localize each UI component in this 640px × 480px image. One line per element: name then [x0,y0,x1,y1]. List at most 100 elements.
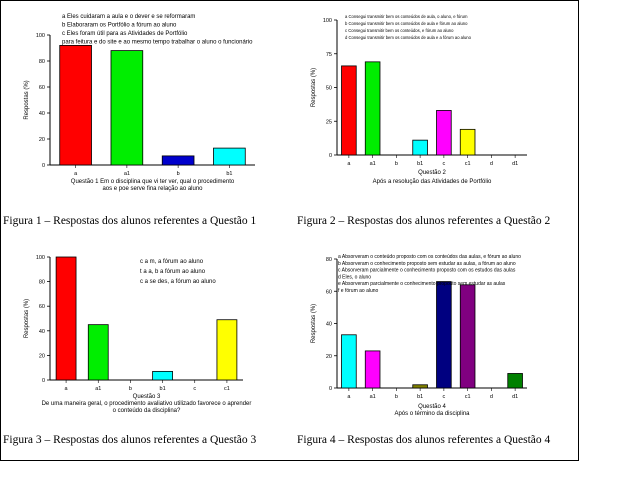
bar-b [161,155,195,166]
y-tick-label: 75 [326,52,332,58]
legend-entry: c Consegui transmitir bem os conteúdos, … [345,28,454,33]
x-axis-label: Questão 2 [418,170,446,176]
y-tick-label: 60 [326,289,332,295]
x-tick-label: a1 [370,394,376,400]
x-tick-label: b1 [226,171,232,177]
x-axis-label: Questão 3 [133,394,161,400]
bar-b1 [412,384,428,389]
y-tick-label: 0 [329,386,332,392]
x-tick-label: d [490,161,493,167]
chart-q1: 0 20 40 60 80 100 Respostas (%) a a1 b b1 a Eles cu… [24,14,255,192]
legend-entry: f e fórum ao aluno [338,288,379,294]
x-axis-label: aos e poe serve fina relação ao aluno [102,186,203,192]
x-tick-label: b [129,386,132,392]
legend-entry: para feitura e do site e ao mesmo tempo … [62,40,253,46]
y-tick-label: 0 [42,378,45,384]
legend-entry: d Consegui transmitir bem os conteúdos d… [345,35,472,40]
x-tick-label: a1 [124,171,130,177]
y-tick-label: 80 [39,59,45,65]
x-tick-label: c1 [465,394,471,400]
x-axis-label: o conteúdo da disciplina? [113,408,181,414]
bar-d1 [507,373,523,389]
y-tick-label: 80 [326,257,332,263]
outer-border [0,0,579,461]
bar-c1 [459,284,476,389]
legend-entry: t a a, b a fórum ao aluno [140,269,206,275]
y-tick-label: 20 [39,353,45,359]
chart-q4: 0 20 40 60 80 Respostas (%) a a1 b b1 c c1 d d1 a Abso… [311,254,527,417]
legend-entry: c Absorveram parcialmente o conhecimento… [338,268,516,274]
bar-a [341,334,357,389]
bar-c1 [216,319,238,381]
bar-a1 [110,50,144,166]
y-tick-label: 80 [39,280,45,286]
legend-entry: a Consegui transmitir bem os conteúdos d… [345,14,468,19]
bar-c [436,110,452,156]
legend-entry: b Consegui transmitir bem os conteúdos d… [345,21,468,26]
x-tick-label: b [395,161,398,167]
bar-a [55,256,77,381]
x-axis-label: Questão 4 [418,404,446,410]
x-tick-label: a1 [370,161,376,167]
legend-entry: a Eles cuidaram a aula e o dever e se re… [62,14,195,20]
caption-figure-3: Figura 3 – Respostas dos alunos referent… [3,434,257,446]
legend-entry: c a m, a fórum ao aluno [140,259,204,265]
y-tick-label: 40 [39,111,45,117]
y-tick-label: 100 [36,33,45,39]
bar-a [59,45,92,166]
y-tick-label: 40 [326,322,332,328]
y-tick-label: 60 [39,85,45,91]
bar-b1 [152,370,173,381]
x-tick-label: b1 [417,394,423,400]
bar-a1 [87,324,109,381]
bar-a1 [364,61,381,156]
legend-entry: a Absorveram o conteúdo proposto com os … [338,254,521,260]
y-axis-label: Respostas (%) [311,68,317,107]
y-axis-label: Respostas (%) [24,299,30,338]
x-tick-label: c [443,161,446,167]
x-tick-label: d1 [512,161,518,167]
legend-entry: b Absorveram o conhecimento proposto sem… [338,261,516,267]
x-tick-label: c [443,394,446,400]
y-tick-label: 25 [326,119,332,125]
x-tick-label: b [177,171,180,177]
x-tick-label: c1 [224,386,230,392]
legend-entry: d Eles, o aluno [338,274,371,280]
chart-q2: 0 25 50 75 100 Respostas (%) a a1 b b1 c c1 d d1 a Con… [311,14,527,185]
y-tick-label: 100 [36,255,45,261]
y-axis-label: Respostas (%) [24,80,30,119]
x-tick-label: b [395,394,398,400]
bar-a [341,65,357,156]
y-tick-label: 0 [42,163,45,169]
x-axis-label: Após a resolução das Atividades de Portf… [373,179,492,185]
x-tick-label: a1 [95,386,101,392]
y-tick-label: 20 [39,137,45,143]
caption-figure-4: Figura 4 – Respostas dos alunos referent… [297,434,551,446]
legend-entry: e Absorveram parcialmente o conhecimento… [338,281,506,287]
caption-figure-2: Figura 2 – Respostas dos alunos referent… [297,215,551,227]
legend-entry: c a se des, a fórum ao aluno [140,279,216,285]
bar-b1 [412,139,428,156]
bar-a1 [364,350,381,389]
bar-b1 [213,147,246,166]
x-tick-label: b1 [417,161,423,167]
x-axis-label: Após o término da disciplina [394,411,470,417]
caption-figure-1: Figura 1 – Respostas dos alunos referent… [3,215,257,227]
legend-entry: b Elaboraram os Portfólio a fórum ao alu… [62,23,177,29]
x-tick-label: c [193,386,196,392]
x-axis-label: De uma maneira geral, o procedimento ava… [42,401,252,407]
bar-c1 [459,128,476,156]
y-tick-label: 20 [326,354,332,360]
x-tick-label: d1 [512,394,518,400]
y-tick-label: 50 [326,86,332,92]
y-tick-label: 60 [39,304,45,310]
x-tick-label: a [74,171,78,177]
x-axis-label: Questão 1 Em o disciplina que vi ter ver… [71,179,235,185]
y-tick-label: 40 [39,329,45,335]
x-tick-label: c1 [465,161,471,167]
y-tick-label: 0 [329,153,332,159]
chart-q3: 0 20 40 60 80 100 Respostas (%) a a1 b b1 c c1 c a m,… [24,255,251,414]
y-axis-label: Respostas (%) [311,304,317,343]
x-tick-label: a [65,386,69,392]
